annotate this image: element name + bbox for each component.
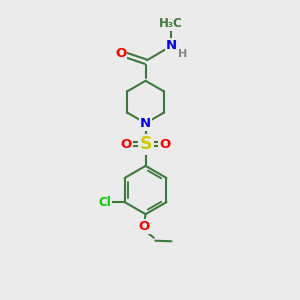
Text: N: N xyxy=(140,117,151,130)
Text: O: O xyxy=(115,47,126,60)
Text: N: N xyxy=(166,39,177,52)
Text: O: O xyxy=(159,138,171,151)
Text: O: O xyxy=(121,138,132,151)
Text: O: O xyxy=(139,220,150,233)
Text: H: H xyxy=(178,49,188,59)
Text: Cl: Cl xyxy=(99,196,111,208)
Text: S: S xyxy=(139,135,152,153)
Text: H₃C: H₃C xyxy=(159,17,182,30)
